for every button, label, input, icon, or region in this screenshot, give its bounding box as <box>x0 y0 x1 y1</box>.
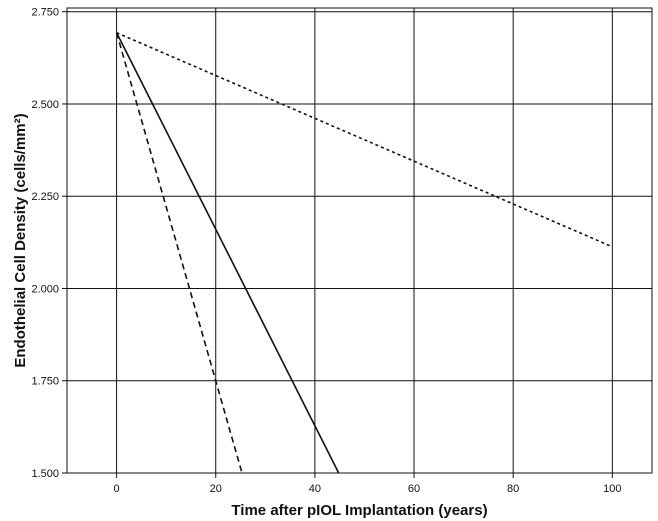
x-tick-label: 20 <box>210 483 222 495</box>
y-axis-title: Endothelial Cell Density (cells/mm²) <box>12 113 29 367</box>
series-line-solid <box>115 32 340 474</box>
x-axis-title: Time after pIOL Implantation (years) <box>231 502 487 519</box>
y-tick-label: 2.000 <box>31 283 59 295</box>
y-tick-label: 2.750 <box>31 7 59 19</box>
x-axis-ticks: 0 20 40 60 80 100 <box>114 473 622 495</box>
y-axis-ticks: 1.500 1.750 2.000 2.250 2.500 2.750 <box>31 7 67 480</box>
y-tick-label: 2.250 <box>31 191 59 203</box>
y-tick-label: 1.750 <box>31 376 59 388</box>
series-lines <box>115 31 613 474</box>
series-line-dashed <box>115 32 243 474</box>
x-tick-label: 60 <box>408 483 420 495</box>
y-tick-label: 2.500 <box>31 99 59 111</box>
y-tick-label: 1.500 <box>31 468 59 480</box>
x-tick-label: 0 <box>114 483 120 495</box>
x-tick-label: 100 <box>603 483 621 495</box>
plot-area <box>66 7 653 474</box>
gridlines <box>67 8 652 474</box>
x-tick-label: 80 <box>507 483 519 495</box>
x-tick-label: 40 <box>309 483 321 495</box>
